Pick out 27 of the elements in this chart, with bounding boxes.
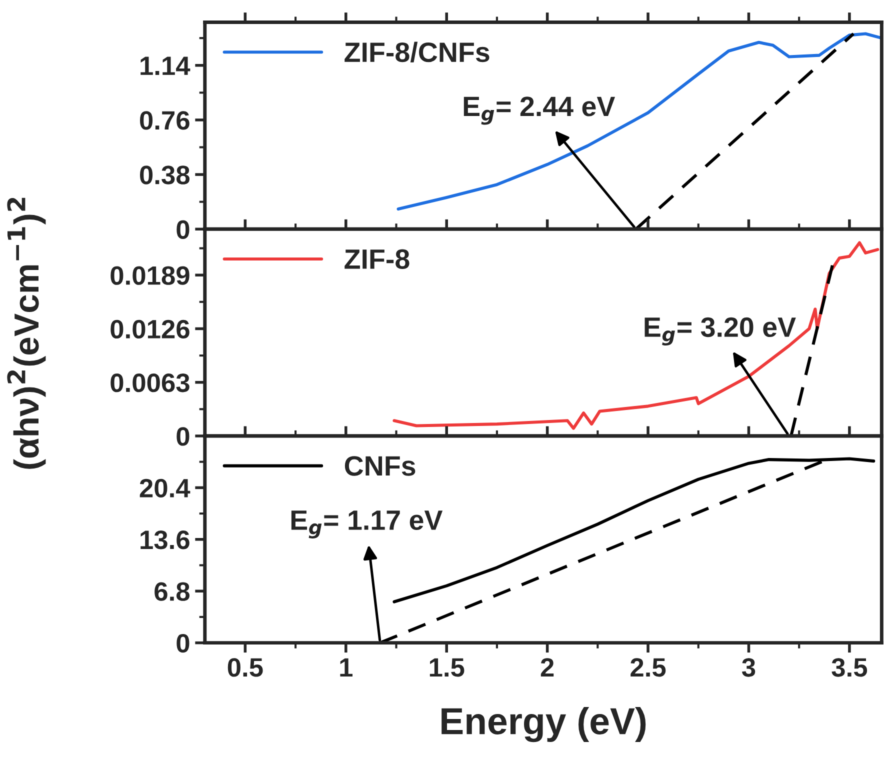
x-tick-label: 2.5	[630, 658, 666, 677]
y-tick-label: 0	[176, 427, 190, 446]
x-tick-label: 1	[340, 658, 352, 677]
y-tick-label: 0.0126	[110, 320, 190, 339]
x-axis-title: Energy (eV)	[442, 707, 646, 742]
annotation: E$_{g}$= 3.20 eV	[644, 317, 796, 346]
y-tick-label: 0	[176, 634, 190, 653]
x-tick-label: 2	[540, 658, 554, 677]
y-tick-label: 0.0189	[110, 266, 190, 285]
x-tick-label: 1.5	[430, 658, 464, 677]
y-axis-title: (αhν)$^{2}$(eVcm$^{−1}$)$^{2}$	[7, 198, 46, 469]
annotation: E$_{g}$= 2.44 eV	[464, 96, 616, 125]
x-tick-label: 3.5	[832, 658, 868, 677]
legend-label: CNFs	[344, 456, 416, 476]
y-tick-label: 0	[176, 220, 190, 239]
y-tick-label: 0.0063	[110, 373, 190, 392]
x-tick-label: 3	[742, 658, 756, 677]
annotation: E$_{g}$= 1.17 eV	[291, 510, 443, 538]
y-tick-label: 6.8	[154, 582, 190, 601]
y-tick-label: 13.6	[140, 530, 190, 550]
legend-label: ZIF-8	[344, 249, 410, 269]
y-tick-label: 0.76	[140, 111, 190, 130]
x-tick-label: 0.5	[228, 658, 263, 677]
y-tick-label: 20.4	[140, 478, 190, 498]
y-tick-label: 0.38	[140, 166, 190, 184]
legend-label: ZIF-8/CNFs	[344, 42, 490, 62]
y-tick-label: 1.14	[140, 56, 190, 75]
